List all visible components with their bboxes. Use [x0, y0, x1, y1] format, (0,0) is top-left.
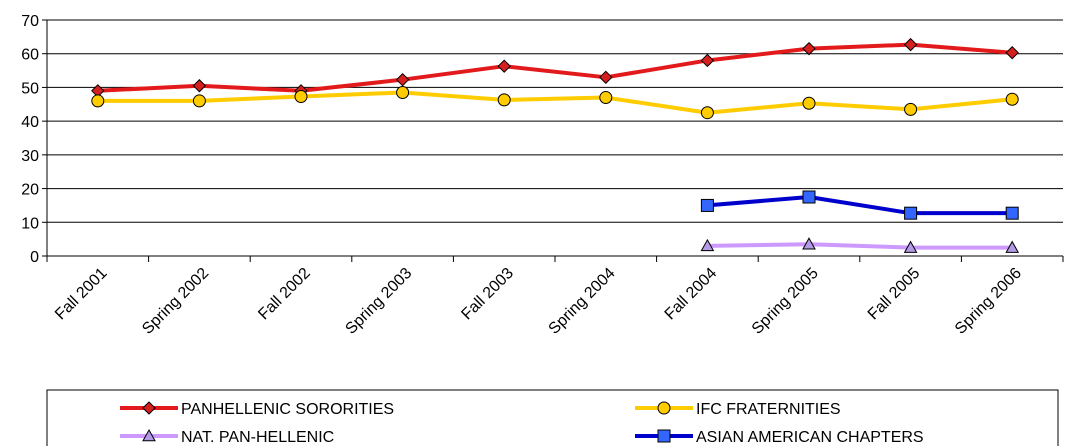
data-point-nat-pan-hellenic-6	[700, 238, 715, 252]
series-line-asian-american-chapters	[705, 195, 1015, 216]
data-point-panhellenic-sororities-7	[802, 41, 816, 56]
y-tick-label: 20	[21, 182, 39, 199]
legend-entry-ifc-fraternities: IFC FRATERNITIES	[635, 401, 841, 418]
data-point-ifc-fraternities-3	[396, 85, 410, 99]
data-point-ifc-fraternities-4	[497, 93, 511, 107]
legend: PANHELLENIC SORORITIES IFC FRATERNITIES NA…	[46, 389, 1059, 446]
series-ifc-fraternities	[91, 85, 1019, 120]
data-point-asian-american-chapters-8	[904, 206, 918, 220]
data-point-ifc-fraternities-7	[802, 96, 816, 110]
data-point-panhellenic-sororities-1	[192, 79, 207, 93]
data-point-ifc-fraternities-1	[192, 94, 206, 108]
data-point-ifc-fraternities-9	[1005, 92, 1019, 106]
series-panhellenic-sororities	[91, 37, 1019, 98]
legend-label: NAT. PAN-HELLENIC	[181, 429, 334, 446]
x-tick-label: Fall 2005	[865, 265, 924, 324]
x-tick-label: Fall 2001	[52, 265, 111, 324]
data-point-ifc-fraternities-8	[904, 102, 918, 116]
data-point-ifc-fraternities-5	[599, 91, 613, 105]
x-tick-label: Spring 2003	[342, 265, 415, 338]
legend-entry-asian-american-chapters: ASIAN AMERICAN CHAPTERS	[635, 429, 924, 446]
series-nat-pan-hellenic	[700, 237, 1020, 253]
data-point-asian-american-chapters-9	[1005, 206, 1019, 220]
legend-entry-nat-pan-hellenic: NAT. PAN-HELLENIC	[120, 428, 334, 446]
data-point-panhellenic-sororities-8	[903, 37, 918, 52]
data-point-ifc-fraternities-6	[700, 106, 714, 120]
data-point-asian-american-chapters-7	[802, 190, 816, 204]
data-point-ifc-fraternities-0	[91, 94, 105, 108]
series-group	[91, 37, 1020, 253]
data-point-panhellenic-sororities-6	[700, 53, 715, 68]
x-tick-label: Spring 2002	[139, 265, 212, 338]
legend-entry-panhellenic-sororities: PANHELLENIC SORORITIES	[120, 401, 394, 418]
axes	[42, 19, 1064, 262]
legend-swatch-marker	[142, 401, 156, 415]
legend-label: IFC FRATERNITIES	[696, 401, 841, 418]
data-point-nat-pan-hellenic-7	[802, 237, 816, 250]
y-tick-label: 30	[21, 148, 39, 165]
x-tick-label: Spring 2005	[749, 265, 822, 338]
data-point-panhellenic-sororities-5	[599, 70, 613, 85]
series-line-ifc-fraternities	[95, 90, 1015, 115]
series-line-panhellenic-sororities	[95, 42, 1015, 93]
data-point-panhellenic-sororities-9	[1005, 45, 1019, 60]
legend-swatch-marker	[657, 429, 671, 443]
y-tick-labels: 0 10 20 30 40 50 60 70	[21, 13, 39, 266]
series-line-nat-pan-hellenic	[705, 242, 1015, 250]
data-point-nat-pan-hellenic-8	[903, 240, 918, 253]
x-tick-label: Spring 2004	[546, 265, 619, 338]
y-tick-label: 0	[30, 249, 39, 266]
legend-swatch-marker	[142, 428, 156, 442]
data-point-nat-pan-hellenic-9	[1005, 240, 1020, 253]
data-point-asian-american-chapters-6	[700, 198, 714, 212]
y-tick-label: 70	[21, 13, 39, 30]
legend-box	[46, 389, 1059, 446]
y-tick-label: 40	[21, 114, 39, 131]
data-point-panhellenic-sororities-3	[395, 72, 410, 87]
y-tick-label: 50	[21, 80, 39, 97]
x-tick-labels: Fall 2001 Spring 2002 Fall 2002 Spring 2003…	[52, 265, 1025, 338]
series-asian-american-chapters	[700, 190, 1019, 220]
x-tick-label: Fall 2003	[458, 265, 517, 324]
legend-swatch-marker	[657, 401, 671, 415]
y-tick-label: 60	[21, 47, 39, 64]
legend-label: PANHELLENIC SORORITIES	[181, 401, 394, 418]
y-tick-label: 10	[21, 215, 39, 232]
data-point-ifc-fraternities-2	[294, 90, 308, 104]
data-point-panhellenic-sororities-4	[497, 59, 511, 73]
x-tick-label: Spring 2006	[952, 265, 1025, 338]
legend-label: ASIAN AMERICAN CHAPTERS	[696, 429, 924, 446]
x-tick-label: Fall 2004	[662, 265, 721, 324]
x-tick-label: Fall 2002	[255, 265, 314, 324]
